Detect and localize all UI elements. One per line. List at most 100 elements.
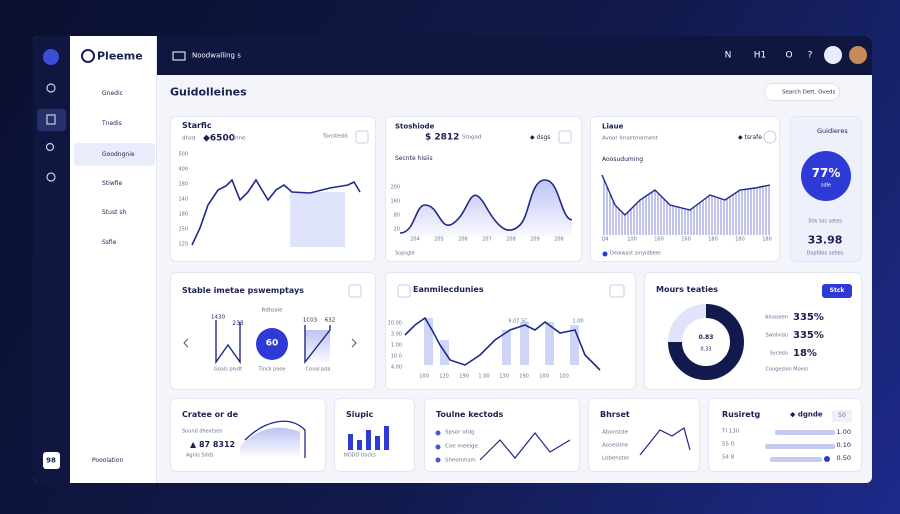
line	[399, 179, 573, 234]
button[interactable]	[822, 284, 852, 298]
top-icon: N	[724, 50, 732, 61]
label: Secnte hisiis	[395, 155, 433, 162]
label: Tinck pooe	[258, 366, 286, 373]
x-tick-label: 1.00	[478, 373, 490, 380]
x-tick-label: 180	[708, 236, 718, 243]
avatar[interactable]	[824, 46, 842, 64]
card-title: Mours teaties	[656, 285, 719, 294]
page-title: Guidolleines	[170, 85, 247, 99]
search-box[interactable]	[764, 83, 840, 101]
x-tick-label: 160	[654, 236, 664, 243]
icon-button[interactable]	[558, 130, 572, 144]
icon-button[interactable]	[348, 284, 362, 298]
row-label: Swolvidu	[765, 332, 788, 339]
row-value: 0.10	[836, 440, 851, 449]
nav-item: Stiwfie	[102, 180, 123, 187]
dot	[824, 456, 830, 462]
x-tick-label: 204	[410, 236, 420, 243]
y-tick-label: 180	[178, 181, 188, 188]
line	[215, 320, 241, 365]
label: 1430	[211, 314, 225, 321]
label: Rdtoale	[261, 307, 283, 314]
line	[191, 178, 361, 246]
rail-active[interactable]	[37, 109, 66, 131]
x-tick-label: 206	[458, 236, 468, 243]
line	[601, 174, 771, 216]
row-label: Abonstde	[602, 429, 629, 436]
topbar	[157, 36, 872, 75]
label: Aoosuduming	[602, 156, 644, 163]
x-tick-label: 180	[735, 236, 745, 243]
menu-icon[interactable]	[172, 51, 186, 61]
search-text: Search Dett. Oveds	[782, 89, 836, 96]
button-label: Stck	[829, 287, 845, 294]
label: Sound dhextsen	[182, 428, 223, 435]
label: Coval pda	[305, 366, 331, 373]
highlight	[290, 192, 345, 247]
line	[304, 325, 331, 365]
card-title: Eanmilecdunies	[413, 285, 484, 294]
icon-button[interactable]	[397, 284, 411, 298]
y-tick-label: 500	[178, 151, 188, 158]
label: 1.00	[572, 318, 584, 325]
circle	[256, 328, 288, 360]
value: 33.98	[807, 233, 843, 247]
x-tick-label: 100	[627, 236, 637, 243]
row-label: 55 0	[722, 441, 735, 448]
row-value: 335%	[793, 312, 824, 323]
label: 233	[232, 320, 244, 327]
badge-box	[43, 452, 60, 469]
y-tick-label: 20	[393, 226, 400, 233]
y-tick-label: 160	[390, 198, 400, 205]
row-label: Alnaseen	[765, 314, 788, 321]
x-tick-label: 120	[439, 373, 449, 380]
avatar[interactable]	[849, 46, 867, 64]
icon-button[interactable]	[763, 130, 777, 144]
x-tick-label: 180	[762, 236, 772, 243]
x-tick-label: 100	[539, 373, 549, 380]
label: 632	[324, 317, 336, 324]
card	[588, 398, 700, 472]
y-tick-label: 10.00	[387, 320, 402, 327]
line	[404, 316, 601, 371]
top-icon: H1	[753, 50, 767, 61]
action: Tonstedd	[323, 133, 348, 140]
y-tick-label: 180	[178, 211, 188, 218]
y-tick-label: 400	[178, 166, 188, 173]
x-tick-label: 208	[506, 236, 516, 243]
label: Sopsgle	[395, 250, 415, 257]
row-label: 54 8	[722, 454, 735, 461]
ring-value: 77%	[811, 166, 841, 180]
x-tick-label: 205	[434, 236, 444, 243]
bars	[424, 318, 579, 365]
bars	[348, 426, 389, 450]
icon-button[interactable]	[355, 130, 369, 144]
x-tick-label: Q4	[601, 236, 609, 243]
label: NODO tlocks	[344, 452, 376, 459]
row-label: Coe meelge	[445, 443, 478, 450]
y-tick-label: 3.00	[390, 331, 402, 338]
logo-mark	[43, 49, 59, 65]
nav-item: Stust sh	[102, 209, 127, 216]
arrows[interactable]	[183, 338, 357, 348]
nav-active[interactable]	[74, 143, 155, 166]
nav-panel	[70, 36, 157, 483]
icon-button[interactable]	[609, 284, 625, 298]
card-title: Rusiretg	[722, 410, 761, 419]
action: ◆ tsrafe	[738, 134, 762, 141]
nav-item: Ssfie	[102, 239, 117, 246]
circle-value: 60	[265, 338, 279, 349]
label: Agnis Sdds	[186, 452, 214, 459]
top-icon: ?	[807, 50, 813, 61]
row-value: 0.50	[836, 453, 851, 462]
x-tick-label: 206	[554, 236, 564, 243]
label: Dopfdos seties	[806, 250, 844, 257]
label: Goals plvdt	[213, 366, 243, 373]
label: 0.33	[700, 346, 712, 353]
y-tick-label: 4.00	[390, 364, 402, 371]
brand-icon	[81, 49, 95, 63]
donut-arc	[668, 304, 744, 380]
card-title: Toulne kectods	[436, 410, 504, 419]
label: sdle	[820, 182, 832, 189]
